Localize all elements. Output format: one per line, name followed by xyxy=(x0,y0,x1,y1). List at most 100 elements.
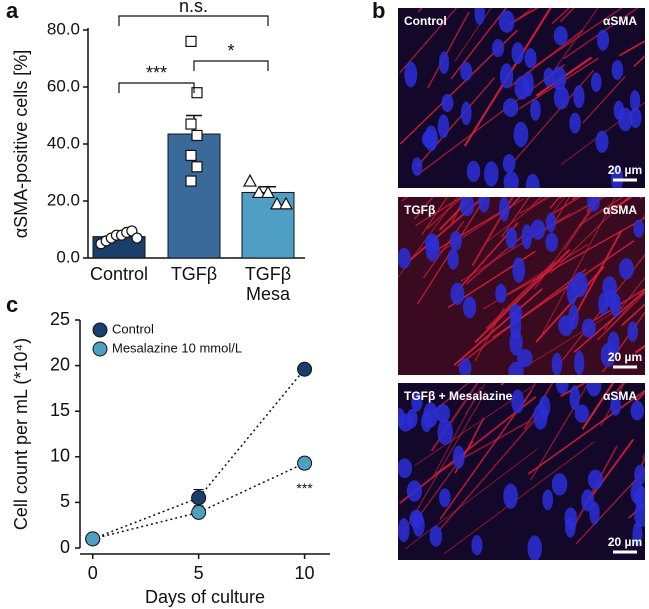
fiber xyxy=(426,197,464,230)
fiber xyxy=(549,197,629,275)
fiber xyxy=(634,344,645,354)
fiber xyxy=(582,75,626,124)
nucleus xyxy=(499,63,514,89)
nucleus xyxy=(512,257,526,283)
y-tick-label: 0 xyxy=(60,537,70,557)
y-tick-label: 10 xyxy=(50,446,70,466)
nucleus xyxy=(503,483,518,509)
nucleus xyxy=(543,67,554,87)
image-condition: TGFβ xyxy=(404,203,435,217)
y-tick-label: 40.0 xyxy=(47,133,80,152)
fiber xyxy=(534,199,599,290)
data-point xyxy=(185,118,197,130)
fiber xyxy=(573,289,645,353)
nucleus xyxy=(466,160,481,182)
y-tick-label: 80.0 xyxy=(47,19,80,38)
significance-bracket xyxy=(118,15,269,26)
fiber xyxy=(422,220,465,279)
nucleus xyxy=(611,60,624,80)
nucleus xyxy=(634,503,645,527)
nucleus xyxy=(610,165,624,188)
nucleus xyxy=(484,161,499,187)
nucleus xyxy=(516,349,533,368)
nucleus xyxy=(511,42,524,65)
fiber xyxy=(563,8,639,60)
bar xyxy=(167,133,221,259)
nucleus xyxy=(398,247,411,269)
nucleus xyxy=(618,258,634,280)
x-tick-label: TGFβ xyxy=(171,264,217,284)
nucleus xyxy=(502,98,519,118)
nucleus xyxy=(629,90,641,112)
nucleus xyxy=(572,272,588,298)
nucleus xyxy=(595,130,609,153)
legend-label: Mesalazine 10 mmol/L xyxy=(112,340,242,355)
nucleus xyxy=(502,154,516,173)
nucleus xyxy=(459,197,475,217)
micrograph-content xyxy=(398,197,645,375)
nucleus xyxy=(573,85,585,109)
nucleus xyxy=(441,93,454,113)
fiber xyxy=(507,217,645,296)
nucleus xyxy=(439,488,451,508)
nucleus xyxy=(498,10,515,33)
micrograph: TGFβ + Mesalazine αSMA 20 µm xyxy=(398,383,645,560)
fiber xyxy=(535,266,605,343)
nucleus xyxy=(437,419,454,446)
fiber xyxy=(618,40,645,57)
nucleus xyxy=(589,501,600,525)
nucleus xyxy=(398,458,413,479)
nucleus xyxy=(632,521,643,547)
legend-marker xyxy=(92,322,108,338)
nucleus xyxy=(610,293,622,318)
nucleus xyxy=(406,480,422,502)
nucleus xyxy=(597,29,610,51)
fiber xyxy=(521,383,537,408)
nucleus xyxy=(508,361,524,375)
nucleus xyxy=(411,157,423,176)
legend-marker xyxy=(92,341,108,357)
significance-bracket xyxy=(118,82,195,93)
nucleus xyxy=(617,107,633,132)
nucleus xyxy=(524,48,537,69)
fiber xyxy=(421,197,448,236)
nucleus xyxy=(590,72,602,93)
data-point xyxy=(191,504,207,520)
nucleus xyxy=(551,66,567,91)
nucleus xyxy=(438,51,450,75)
data-point xyxy=(191,161,203,173)
nucleus xyxy=(627,321,638,342)
data-point xyxy=(251,185,267,199)
fiber xyxy=(551,8,571,25)
data-point xyxy=(260,185,276,199)
panel-label: b xyxy=(372,0,385,23)
nucleus xyxy=(409,509,424,529)
nucleus xyxy=(411,393,423,412)
data-point xyxy=(185,35,197,48)
data-point xyxy=(242,173,258,187)
nucleus xyxy=(449,230,463,251)
nucleus xyxy=(447,249,459,270)
nucleus xyxy=(398,413,414,432)
fiber xyxy=(454,8,492,62)
fiber xyxy=(578,197,625,227)
nucleus xyxy=(569,112,581,134)
fiber xyxy=(427,11,470,89)
fiber xyxy=(413,197,434,220)
fiber xyxy=(553,197,571,224)
fiber xyxy=(528,306,622,366)
x-tick-label: 10 xyxy=(295,563,315,583)
y-tick-label: 60.0 xyxy=(47,76,80,95)
x-axis-label: Days of culture xyxy=(145,587,265,607)
nucleus xyxy=(610,396,621,416)
fiber xyxy=(541,197,616,335)
scale-bar-label: 20 µm xyxy=(608,163,642,177)
nucleus xyxy=(471,534,483,556)
data-point xyxy=(278,196,294,210)
nucleus xyxy=(553,26,568,46)
x-tick-label: Control xyxy=(90,264,148,284)
fiber xyxy=(464,383,487,416)
nucleus xyxy=(574,350,585,375)
fiber xyxy=(439,408,545,531)
